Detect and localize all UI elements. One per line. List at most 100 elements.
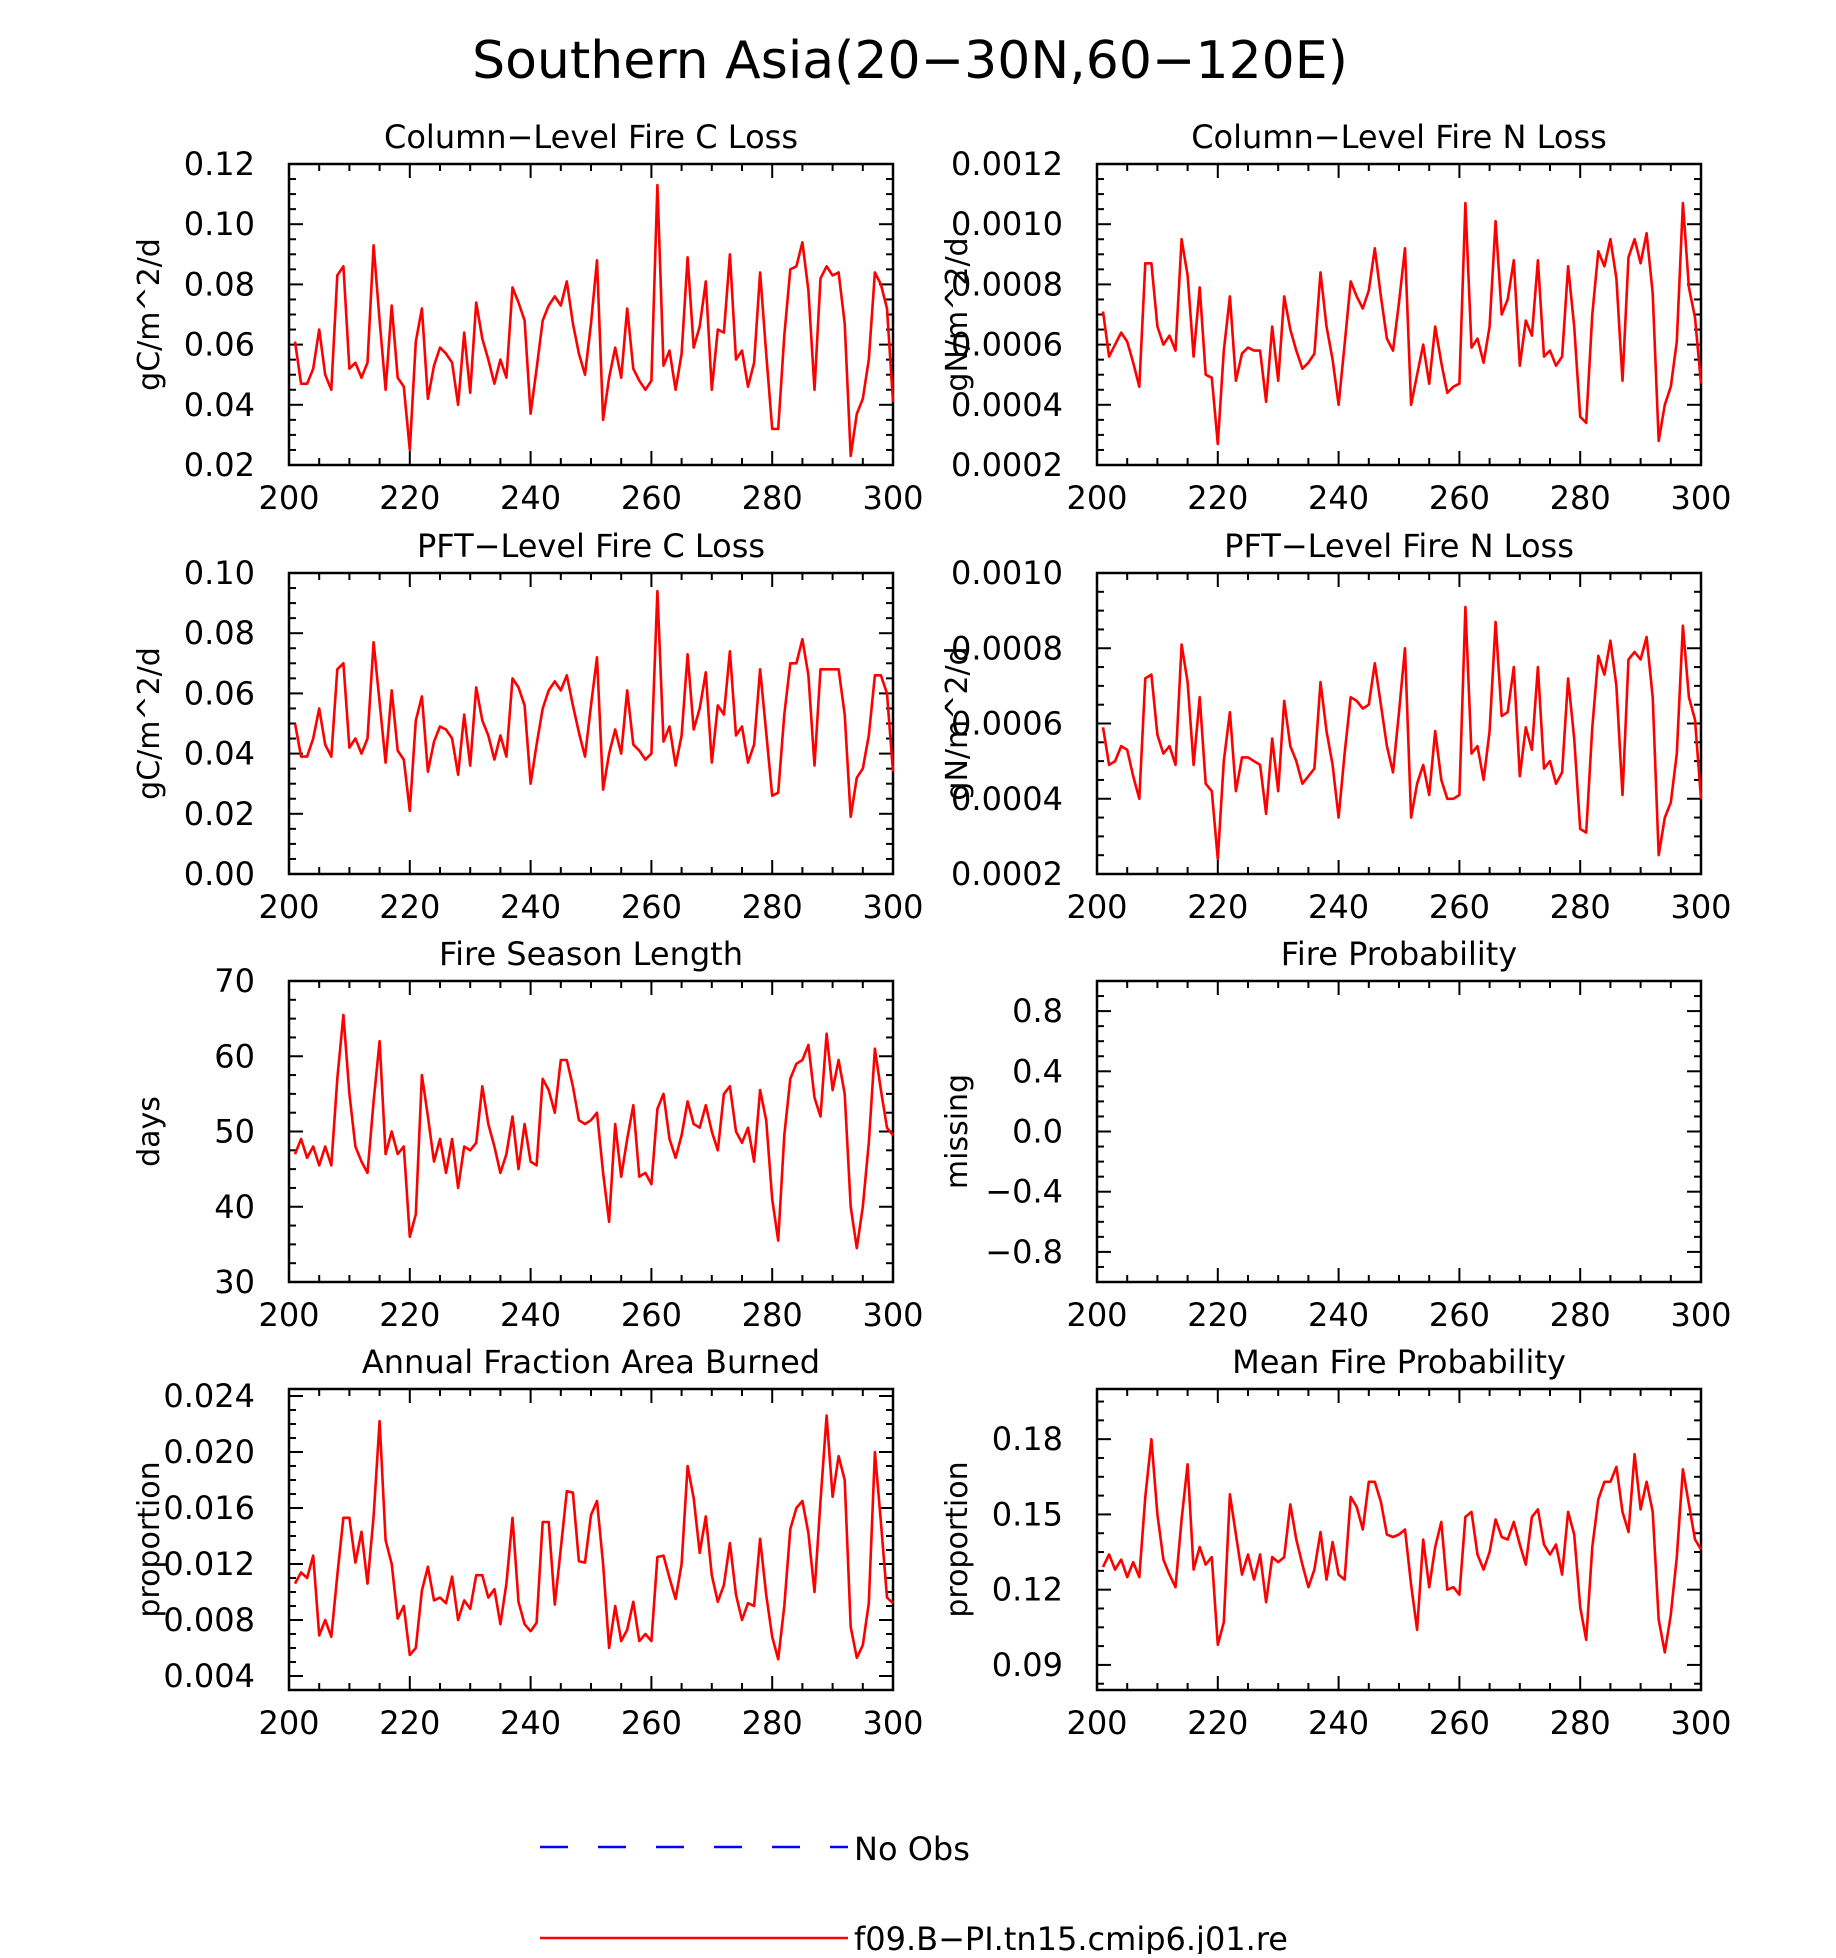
chart-1: Column−Level Fire C Loss gC/m^2/d 200 220 24… xyxy=(132,118,924,517)
chart-8: Mean Fire Probability proportion 200 220 240… xyxy=(940,1343,1732,1742)
chart-3-ytick-label: 0.08 xyxy=(184,614,255,652)
chart-8-title: Mean Fire Probability xyxy=(1232,1343,1566,1381)
chart-6-ytick-label: 0.8 xyxy=(1012,992,1063,1030)
chart-1-ytick-label: 0.12 xyxy=(184,145,255,183)
chart-4-xtick-label: 220 xyxy=(1187,888,1248,926)
chart-7-ytick-label: 0.004 xyxy=(163,1657,255,1695)
chart-5-title: Fire Season Length xyxy=(439,935,743,973)
chart-2-ytick-label: 0.0012 xyxy=(951,145,1063,183)
chart-4-xtick-label: 240 xyxy=(1308,888,1369,926)
chart-4-xtick-label: 300 xyxy=(1670,888,1731,926)
chart-1-xtick-label: 280 xyxy=(742,479,803,517)
chart-2-xtick-label: 300 xyxy=(1670,479,1731,517)
chart-8-xtick-label: 220 xyxy=(1187,1704,1248,1742)
chart-5-ytick-label: 40 xyxy=(214,1188,255,1226)
chart-8-ytick-label: 0.12 xyxy=(992,1571,1063,1609)
chart-7-ytick-label: 0.012 xyxy=(163,1545,255,1583)
chart-1-ylabel: gC/m^2/d xyxy=(132,238,167,391)
chart-7-xtick-label: 220 xyxy=(379,1704,440,1742)
chart-2-ytick-label: 0.0004 xyxy=(951,386,1063,424)
chart-1-xtick-label: 220 xyxy=(379,479,440,517)
chart-5-xtick-label: 200 xyxy=(258,1296,319,1334)
chart-3-xtick-label: 200 xyxy=(258,888,319,926)
chart-4-series-line xyxy=(1101,605,1703,861)
chart-2-ytick-label: 0.0002 xyxy=(951,446,1063,484)
chart-2-xtick-label: 280 xyxy=(1550,479,1611,517)
chart-2-ytick-label: 0.0010 xyxy=(951,205,1063,243)
chart-4-ytick-label: 0.0008 xyxy=(951,629,1063,667)
chart-8-xtick-label: 260 xyxy=(1429,1704,1490,1742)
chart-2-xtick-label: 260 xyxy=(1429,479,1490,517)
chart-8-xtick-label: 300 xyxy=(1670,1704,1731,1742)
chart-6-xtick-label: 240 xyxy=(1308,1296,1369,1334)
chart-4-ytick-label: 0.0010 xyxy=(951,554,1063,592)
chart-3: PFT−Level Fire C Loss gC/m^2/d 200 220 240 26… xyxy=(132,527,924,926)
chart-1-ytick-label: 0.08 xyxy=(184,265,255,303)
chart-1-xtick-label: 200 xyxy=(258,479,319,517)
chart-5-frame xyxy=(287,979,895,1284)
chart-3-ytick-label: 0.02 xyxy=(184,795,255,833)
chart-5-xtick-label: 240 xyxy=(500,1296,561,1334)
chart-7-ytick-label: 0.020 xyxy=(163,1433,255,1471)
chart-7-title: Annual Fraction Area Burned xyxy=(362,1343,820,1381)
chart-4-ylabel: gN/m^2/d xyxy=(940,646,975,800)
chart-8-xtick-label: 240 xyxy=(1308,1704,1369,1742)
chart-5-series-line xyxy=(293,1013,895,1250)
chart-1-series-line xyxy=(293,183,895,458)
chart-1-ytick-label: 0.06 xyxy=(184,326,255,364)
chart-4: PFT−Level Fire N Loss gN/m^2/d 200 220 240 26… xyxy=(940,527,1732,926)
chart-3-xtick-label: 240 xyxy=(500,888,561,926)
chart-7-ytick-label: 0.008 xyxy=(163,1601,255,1639)
chart-3-frame xyxy=(287,571,895,876)
chart-6-xtick-label: 280 xyxy=(1550,1296,1611,1334)
chart-6-ylabel: missing xyxy=(940,1074,975,1189)
chart-5-xtick-label: 300 xyxy=(862,1296,923,1334)
legend-label-no-obs: No Obs xyxy=(854,1830,970,1868)
chart-3-xtick-label: 220 xyxy=(379,888,440,926)
figure-title: Southern Asia(20−30N,60−120E) xyxy=(472,31,1348,91)
chart-1-xtick-label: 300 xyxy=(862,479,923,517)
chart-6-ytick-label: 0.0 xyxy=(1012,1113,1063,1151)
chart-6-ytick-label: 0.4 xyxy=(1012,1052,1063,1090)
chart-2-title: Column−Level Fire N Loss xyxy=(1191,118,1607,156)
chart-4-ytick-label: 0.0002 xyxy=(951,855,1063,893)
chart-6-xtick-label: 200 xyxy=(1066,1296,1127,1334)
chart-7-ylabel: proportion xyxy=(132,1461,167,1617)
chart-6: Fire Probability missing 200 220 240 260 280 30… xyxy=(940,935,1732,1334)
chart-5-ytick-label: 50 xyxy=(214,1113,255,1151)
chart-3-xtick-label: 280 xyxy=(742,888,803,926)
chart-4-title: PFT−Level Fire N Loss xyxy=(1224,527,1574,565)
chart-6-ytick-label: −0.8 xyxy=(985,1233,1063,1271)
chart-6-frame xyxy=(1095,979,1703,1284)
chart-3-xtick-label: 260 xyxy=(621,888,682,926)
chart-6-ytick-label: −0.4 xyxy=(985,1173,1063,1211)
chart-5-xtick-label: 220 xyxy=(379,1296,440,1334)
chart-3-ytick-label: 0.00 xyxy=(184,855,255,893)
chart-6-title: Fire Probability xyxy=(1281,935,1517,973)
chart-8-ytick-label: 0.09 xyxy=(992,1646,1063,1684)
chart-6-xtick-label: 260 xyxy=(1429,1296,1490,1334)
chart-4-xtick-label: 200 xyxy=(1066,888,1127,926)
chart-3-ytick-label: 0.10 xyxy=(184,554,255,592)
chart-8-xtick-label: 200 xyxy=(1066,1704,1127,1742)
chart-7-xtick-label: 260 xyxy=(621,1704,682,1742)
chart-4-ytick-label: 0.0004 xyxy=(951,780,1063,818)
chart-3-title: PFT−Level Fire C Loss xyxy=(417,527,765,565)
chart-7-ytick-label: 0.016 xyxy=(163,1489,255,1527)
chart-7-xtick-label: 200 xyxy=(258,1704,319,1742)
chart-5-ylabel: days xyxy=(132,1096,167,1167)
chart-7: Annual Fraction Area Burned proportion 200… xyxy=(132,1343,924,1742)
chart-2-ylabel: gN/m^2/d xyxy=(940,237,975,391)
chart-1-ytick-label: 0.02 xyxy=(184,446,255,484)
chart-8-series-line xyxy=(1101,1437,1703,1654)
chart-5-ytick-label: 60 xyxy=(214,1037,255,1075)
chart-2-frame xyxy=(1095,162,1703,467)
chart-6-xtick-label: 300 xyxy=(1670,1296,1731,1334)
chart-1-xtick-label: 240 xyxy=(500,479,561,517)
chart-8-frame xyxy=(1095,1387,1703,1692)
chart-4-xtick-label: 260 xyxy=(1429,888,1490,926)
chart-5-xtick-label: 260 xyxy=(621,1296,682,1334)
chart-3-ylabel: gC/m^2/d xyxy=(132,647,167,800)
chart-2: Column−Level Fire N Loss gN/m^2/d 200 220 24… xyxy=(940,118,1732,517)
